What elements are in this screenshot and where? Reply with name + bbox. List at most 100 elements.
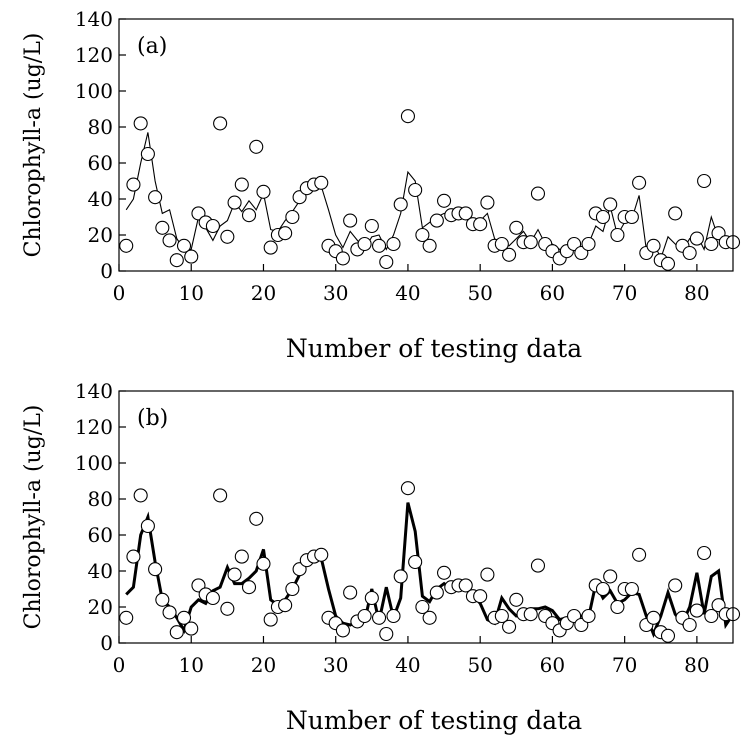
observed-point (530, 558, 546, 573)
y-tick-label: 40 (88, 559, 113, 583)
observed-point (227, 567, 242, 582)
observed-point (458, 578, 473, 593)
observed-point (523, 235, 538, 250)
observed-point (256, 556, 271, 571)
x-axis-label-a: Number of testing data (286, 334, 582, 363)
observed-point (480, 567, 495, 582)
observed-point (249, 511, 264, 526)
observed-point (624, 581, 639, 597)
y-tick-label: 80 (88, 487, 113, 511)
observed-point (343, 213, 358, 228)
y-tick-label: 0 (100, 631, 113, 655)
observed-point (603, 569, 618, 584)
observed-point (610, 599, 625, 615)
observed-point (148, 190, 163, 205)
observed-point (429, 585, 444, 600)
x-tick-label: 20 (251, 653, 276, 677)
y-axis-label-a: Chlorophyll-a (ug/L) (21, 33, 46, 258)
observed-point (357, 608, 372, 624)
observed-point (278, 226, 293, 241)
observed-point (530, 186, 546, 201)
observed-point (205, 590, 220, 606)
observed-point (133, 488, 148, 503)
observed-point (249, 139, 264, 154)
observed-point (169, 625, 184, 640)
observed-point (119, 238, 134, 253)
observed-point (169, 253, 184, 268)
plot-frame-b (118, 390, 734, 644)
observed-point (241, 208, 257, 223)
observed-point (697, 173, 712, 189)
observed-point (176, 238, 192, 253)
observed-point (502, 247, 517, 262)
observed-point (357, 236, 372, 252)
observed-point (581, 236, 596, 252)
observed-point (126, 177, 141, 192)
x-tick-label: 40 (395, 653, 420, 677)
observed-point (220, 229, 235, 244)
observed-point (379, 254, 394, 270)
observed-point (682, 245, 697, 261)
observed-point (422, 610, 437, 625)
observed-point (523, 607, 538, 622)
observed-point (408, 182, 423, 198)
observed-point (632, 175, 647, 190)
x-tick-label: 30 (323, 653, 348, 677)
y-tick-label: 140 (75, 379, 113, 403)
observed-point (660, 256, 676, 271)
observed-point (393, 569, 408, 584)
y-tick-label: 20 (88, 595, 113, 619)
observed-point (213, 116, 228, 131)
observed-point (437, 193, 452, 208)
observed-point (603, 197, 618, 212)
observed-point (285, 581, 300, 597)
x-axis-label-b: Number of testing data (286, 706, 582, 735)
x-tick-label: 50 (467, 653, 492, 677)
observed-point (595, 581, 611, 597)
observed-point (155, 220, 170, 235)
y-tick-label: 100 (75, 451, 113, 475)
y-tick-label: 60 (88, 523, 113, 547)
observed-point (379, 626, 394, 642)
observed-point (133, 116, 148, 131)
observed-point (682, 617, 697, 633)
x-tick-label: 0 (113, 281, 126, 305)
observed-point (437, 565, 452, 580)
observed-point (263, 240, 278, 255)
observed-point (632, 547, 647, 562)
observed-point (176, 610, 192, 625)
observed-point (285, 209, 300, 225)
x-tick-label: 40 (395, 281, 420, 305)
y-tick-label: 40 (88, 187, 113, 211)
observed-point (162, 605, 177, 620)
observed-point (400, 481, 415, 496)
observed-point (595, 209, 611, 225)
x-tick-label: 0 (113, 653, 126, 677)
observed-point (393, 197, 408, 212)
x-tick-label: 70 (612, 281, 637, 305)
observed-point (263, 612, 278, 627)
observed-point (400, 109, 415, 124)
x-tick-label: 50 (467, 281, 492, 305)
observed-point (343, 585, 358, 600)
y-tick-label: 20 (88, 223, 113, 247)
x-tick-label: 30 (323, 281, 348, 305)
observed-point (415, 227, 430, 243)
observed-point (371, 238, 387, 253)
observed-point (668, 206, 683, 221)
observed-point (422, 238, 437, 253)
x-tick-label: 60 (540, 653, 565, 677)
panel-label-b: (b) (137, 406, 168, 431)
observed-point (408, 554, 423, 570)
observed-point (502, 619, 517, 634)
observed-point (140, 146, 155, 162)
y-tick-label: 0 (100, 259, 113, 283)
observed-point (213, 488, 228, 503)
observed-point (155, 592, 170, 607)
observed-point (148, 562, 163, 577)
x-tick-label: 60 (540, 281, 565, 305)
observed-point (227, 195, 242, 210)
observed-point (386, 608, 401, 624)
y-tick-label: 120 (75, 415, 113, 439)
